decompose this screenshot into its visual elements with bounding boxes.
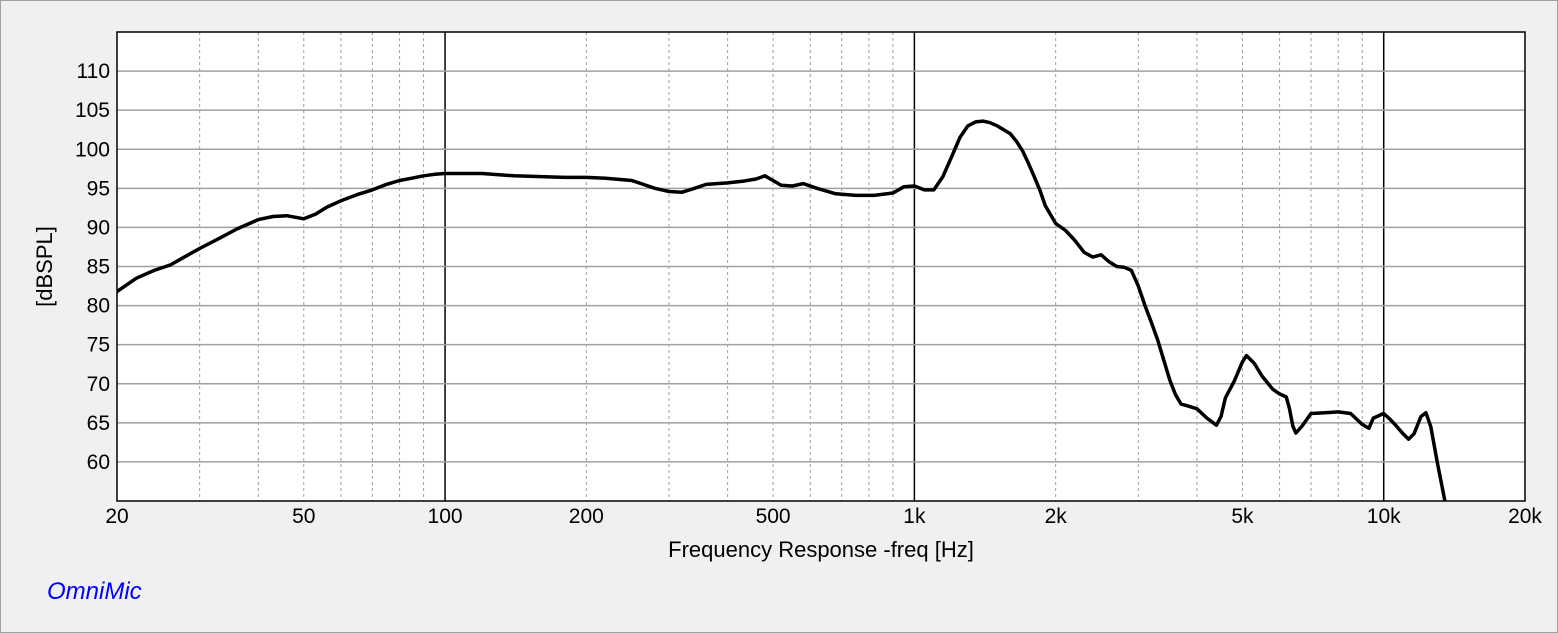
x-tick-label: 20k <box>1508 505 1542 528</box>
y-tick-label: 65 <box>87 412 110 435</box>
x-axis-label: Frequency Response -freq [Hz] <box>668 537 974 562</box>
x-tick-label: 10k <box>1367 505 1401 528</box>
y-tick-label: 95 <box>87 177 110 200</box>
y-tick-label: 100 <box>75 138 110 161</box>
y-axis-label: [dBSPL] <box>32 226 57 307</box>
y-tick-label: 75 <box>87 334 110 357</box>
frequency-response-line <box>117 119 1447 501</box>
x-tick-label: 500 <box>756 505 791 528</box>
x-tick-label: 100 <box>428 505 463 528</box>
x-tick-label: 20 <box>105 505 128 528</box>
y-tick-label: 90 <box>87 216 110 239</box>
y-tick-label: 110 <box>77 60 110 83</box>
x-tick-label: 50 <box>292 505 315 528</box>
x-tick-label: 200 <box>569 505 604 528</box>
y-tick-label: 80 <box>87 295 110 318</box>
y-tick-label: 85 <box>87 256 110 279</box>
y-tick-label: 105 <box>75 99 110 122</box>
x-tick-label: 1k <box>903 505 926 528</box>
x-tick-label: 2k <box>1045 505 1068 528</box>
plot-border <box>116 31 1526 502</box>
x-tick-label: 5k <box>1231 505 1254 528</box>
omnimic-brand-label: OmniMic <box>47 578 142 605</box>
y-tick-label: 70 <box>87 373 110 396</box>
y-tick-label: 60 <box>87 451 110 474</box>
